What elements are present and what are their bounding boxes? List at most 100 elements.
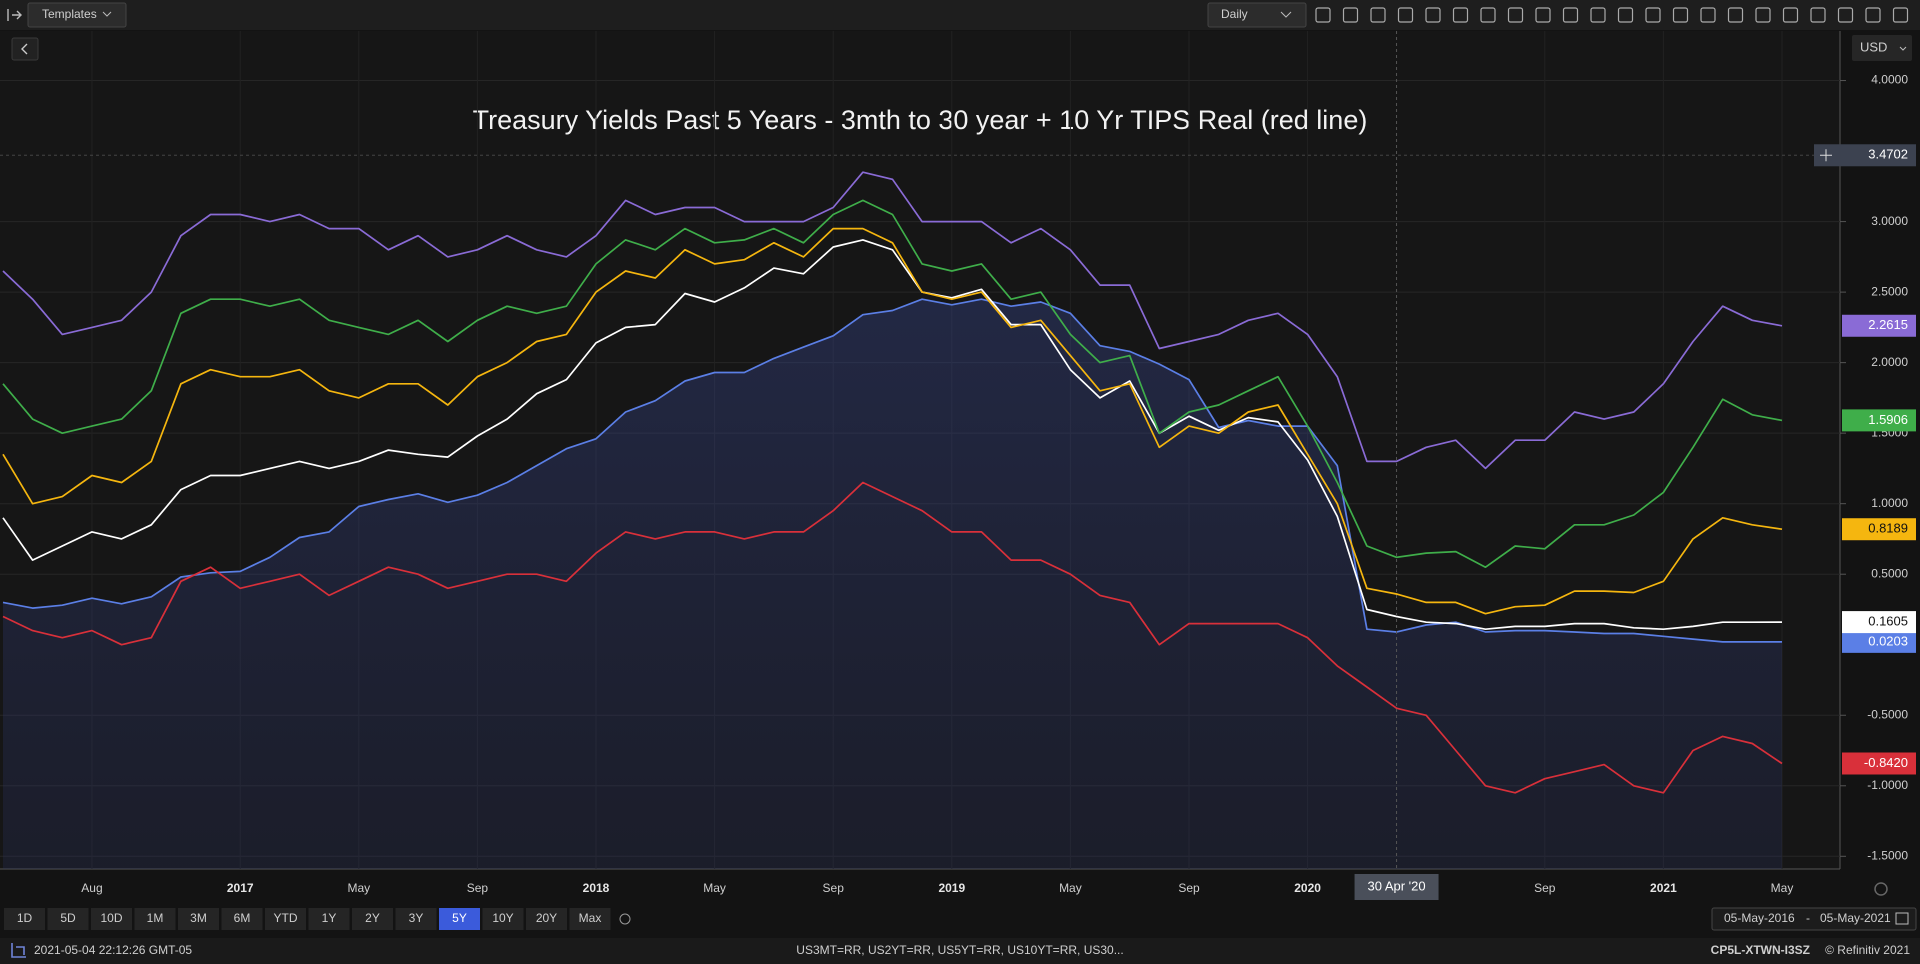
range-label: 20Y (536, 911, 557, 925)
range-label: 5Y (452, 911, 467, 925)
tool-icon[interactable] (1370, 7, 1386, 23)
x-tick-label: 2017 (227, 881, 254, 895)
range-settings[interactable] (619, 913, 631, 925)
tool-icon[interactable] (1535, 7, 1551, 23)
range-button[interactable] (439, 908, 480, 930)
templates-button[interactable] (27, 2, 127, 28)
y-tick-label: 2.5000 (1871, 284, 1908, 298)
x-tick-label: 2020 (1294, 881, 1321, 895)
x-tick-label: May (1059, 881, 1082, 895)
crosshair-x-label: 30 Apr '20 (1367, 878, 1425, 893)
range-button[interactable] (91, 908, 132, 930)
y-tick-label: 0.5000 (1871, 566, 1908, 580)
range-label: 3M (190, 911, 207, 925)
last-value-tag (1842, 752, 1916, 775)
calendar-icon (1895, 912, 1909, 925)
range-button[interactable] (134, 908, 176, 930)
range-label: 1M (147, 911, 164, 925)
series-line (2, 481, 1783, 794)
range-label: 1D (17, 911, 33, 925)
last-value-label: 2.2615 (1868, 317, 1908, 332)
dropdown-caret (1280, 11, 1292, 18)
crosshair-y-label: 3.4702 (1868, 147, 1908, 162)
copyright: © Refinitiv 2021 (1825, 943, 1910, 957)
tool-icon[interactable] (1562, 7, 1579, 23)
y-tick-label: 2.0000 (1871, 355, 1908, 369)
series-line (2, 227, 1783, 615)
tool-icon[interactable] (1617, 7, 1634, 23)
x-tick-label: Aug (81, 881, 102, 895)
date-range-box[interactable] (1711, 907, 1917, 931)
last-value-label: 1.5906 (1868, 412, 1908, 427)
y-tick-label: 1.0000 (1871, 496, 1908, 510)
tool-icon[interactable] (1810, 7, 1826, 23)
range-button[interactable] (482, 908, 524, 930)
crosshair-plus (1820, 149, 1832, 162)
tool-icon[interactable] (1755, 7, 1771, 23)
x-tick-label: Sep (823, 881, 845, 895)
range-label: 6M (234, 911, 251, 925)
back-button[interactable] (11, 37, 39, 61)
interval-label: Daily (1221, 7, 1248, 21)
dropdown-caret (102, 11, 112, 17)
range-label: 2Y (365, 911, 380, 925)
tool-icon[interactable] (1727, 7, 1744, 23)
date-from: 05-May-2016 (1724, 911, 1795, 925)
tool-icon[interactable] (1672, 7, 1689, 23)
last-value-label: 0.8189 (1868, 521, 1908, 536)
tool-icon[interactable] (1425, 7, 1441, 23)
range-button[interactable] (308, 908, 350, 930)
tool-icon[interactable] (1700, 7, 1716, 23)
tool-icon[interactable] (1782, 7, 1799, 23)
tool-icon[interactable] (1452, 7, 1469, 23)
crosshair-x-tag (1354, 874, 1439, 900)
axis-settings[interactable] (1874, 882, 1888, 896)
series-line (2, 298, 1782, 643)
instruments: US3MT=RR, US2YT=RR, US5YT=RR, US10YT=RR,… (796, 943, 1123, 957)
tool-icon[interactable] (1865, 7, 1881, 23)
range-button[interactable] (47, 908, 89, 930)
x-tick-label: May (703, 881, 726, 895)
y-tick-label: -0.5000 (1867, 707, 1908, 721)
templates-label: Templates (42, 7, 97, 21)
tool-icon[interactable] (1397, 7, 1414, 23)
last-value-tag (1842, 314, 1916, 337)
date-to: 05-May-2021 (1820, 911, 1891, 925)
range-button[interactable] (265, 908, 306, 930)
back-icon (21, 43, 28, 55)
last-value-tag (1842, 611, 1916, 634)
range-button[interactable] (178, 908, 219, 930)
range-label: 1Y (322, 911, 337, 925)
logo (11, 943, 26, 958)
range-button[interactable] (395, 908, 437, 930)
x-tick-label: 2021 (1650, 881, 1677, 895)
range-button[interactable] (4, 908, 45, 930)
tool-icon[interactable] (1645, 7, 1661, 23)
series-line (2, 239, 1783, 631)
tool-icon[interactable] (1342, 7, 1359, 23)
status-bar (0, 938, 1920, 964)
area-fill (3, 299, 1782, 869)
panel-toggle[interactable] (7, 9, 22, 21)
range-button[interactable] (221, 908, 263, 930)
interval-select[interactable] (1207, 2, 1307, 28)
last-value-label: 0.1605 (1868, 614, 1908, 629)
range-label: 10D (100, 911, 122, 925)
last-value-label: 0.0203 (1868, 633, 1908, 648)
last-value-tag (1842, 518, 1916, 541)
date-separator: - (1806, 911, 1810, 925)
last-value-tag (1842, 409, 1916, 432)
tool-icon[interactable] (1315, 7, 1331, 23)
range-button[interactable] (352, 908, 393, 930)
timestamp: 2021-05-04 22:12:26 GMT-05 (34, 943, 192, 957)
tool-icon[interactable] (1837, 7, 1854, 23)
tool-icon[interactable] (1590, 7, 1606, 23)
tool-icon[interactable] (1507, 7, 1524, 23)
tool-icon[interactable] (1892, 7, 1909, 23)
tool-icon[interactable] (1480, 7, 1496, 23)
currency-select[interactable] (1852, 35, 1912, 61)
y-tick-label: 3.0000 (1871, 214, 1908, 228)
range-label: YTD (274, 911, 298, 925)
range-button[interactable] (569, 908, 611, 930)
range-button[interactable] (526, 908, 567, 930)
